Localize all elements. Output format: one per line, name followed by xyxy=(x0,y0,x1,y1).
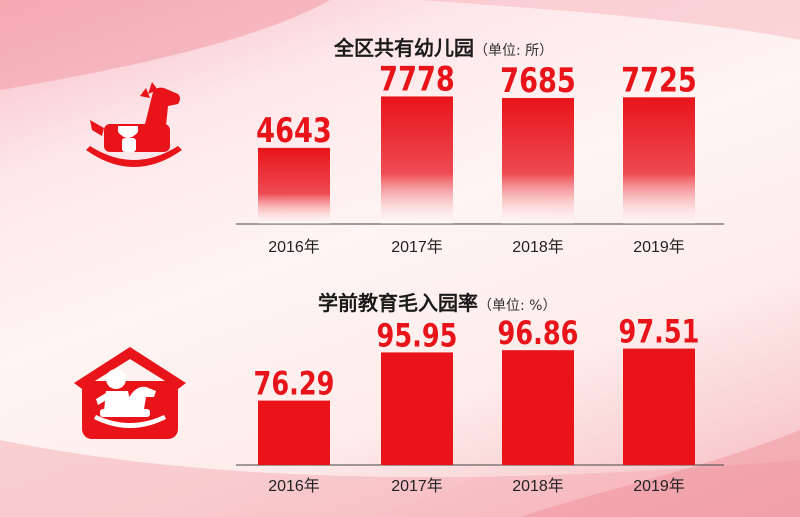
x-tick-label: 2017年 xyxy=(391,477,443,495)
bar xyxy=(258,147,330,224)
data-label: 95.95 xyxy=(377,317,458,355)
bar xyxy=(623,97,695,224)
chart-title-kindergartens: 全区共有幼儿园（单位: 所） xyxy=(334,32,800,61)
x-tick-label: 2018年 xyxy=(512,477,564,495)
x-tick-label: 2019年 xyxy=(633,238,685,256)
bar xyxy=(381,96,453,224)
chart-title-text: 学前教育毛入园率 xyxy=(318,291,478,315)
chart-unit: （单位: 所） xyxy=(474,43,554,59)
x-tick-label: 2016年 xyxy=(268,238,320,256)
bar xyxy=(623,348,695,465)
chart-title-text: 全区共有幼儿园 xyxy=(334,36,474,60)
bar xyxy=(502,350,574,465)
data-label: 97.51 xyxy=(619,313,700,351)
data-label: 7725 xyxy=(621,60,697,100)
chart-title-enrollment-rate: 学前教育毛入园率（单位: %） xyxy=(318,287,800,316)
data-label: 4643 xyxy=(256,111,332,151)
chart-kindergartens: 4643 2016年 7778 2017年 7685 2018年 7725 2019年 xyxy=(236,60,724,256)
x-tick-label: 2018年 xyxy=(512,238,564,256)
house-child-on-horse-icon xyxy=(74,347,186,439)
chart-unit: （单位: %） xyxy=(478,298,557,314)
rocking-horse-icon xyxy=(86,82,182,167)
bar xyxy=(381,352,453,465)
chart-enrollment-rate: 76.29 2016年 95.95 2017年 96.86 2018年 97.51 2019年 xyxy=(236,313,724,495)
data-label: 7685 xyxy=(500,61,576,101)
x-tick-label: 2017年 xyxy=(391,238,443,256)
data-label: 96.86 xyxy=(498,314,579,352)
data-label: 76.29 xyxy=(254,365,335,403)
bar xyxy=(502,97,574,224)
bar xyxy=(258,400,330,465)
x-tick-label: 2016年 xyxy=(268,477,320,495)
data-label: 7778 xyxy=(379,60,455,100)
x-tick-label: 2019年 xyxy=(633,477,685,495)
